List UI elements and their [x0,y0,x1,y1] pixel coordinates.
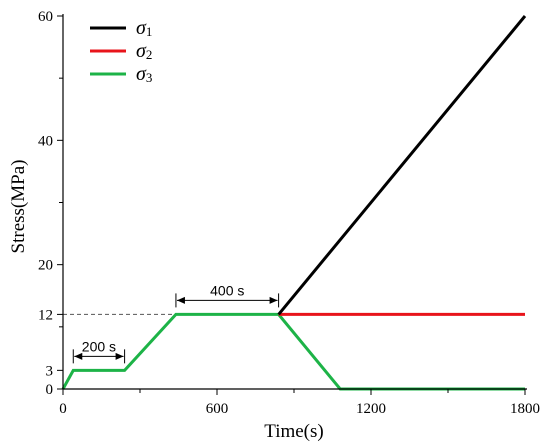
legend-subscript: 2 [146,47,153,62]
legend-subscript: 1 [146,24,153,39]
x-tick-label: 0 [59,401,67,417]
series-line-3 [61,312,525,391]
x-tick-label: 1200 [356,401,386,417]
y-tick-label: 20 [38,258,53,274]
annotation-arrow-right [115,352,124,360]
y-axis-title: Stress(MPa) [8,160,29,254]
annotations: 200 s 400 s [72,282,280,364]
x-axis-title: Time(s) [264,421,323,442]
series-line-1 [277,15,527,316]
y-tick-label: 12 [38,307,53,323]
annotation-arrow-left [74,352,83,360]
annotation-arrow-right [269,296,278,304]
legend-subscript: 3 [146,70,153,85]
y-tick-label: 40 [38,133,53,149]
annotation-arrow-left [176,296,185,304]
x-tick-label: 1800 [510,401,540,417]
y-tick-label: 3 [46,363,54,379]
legend-label-3: σ3 [136,63,152,85]
x-tick-label: 600 [206,401,229,417]
y-tick-label: 0 [46,382,54,398]
legend-label-2: σ2 [136,40,152,62]
legend-label-1: σ1 [136,17,152,39]
y-tick-label: 60 [38,9,53,25]
plot-lines [61,15,527,391]
annotation-label: 200 s [82,338,116,354]
annotation-label: 400 s [210,282,244,298]
